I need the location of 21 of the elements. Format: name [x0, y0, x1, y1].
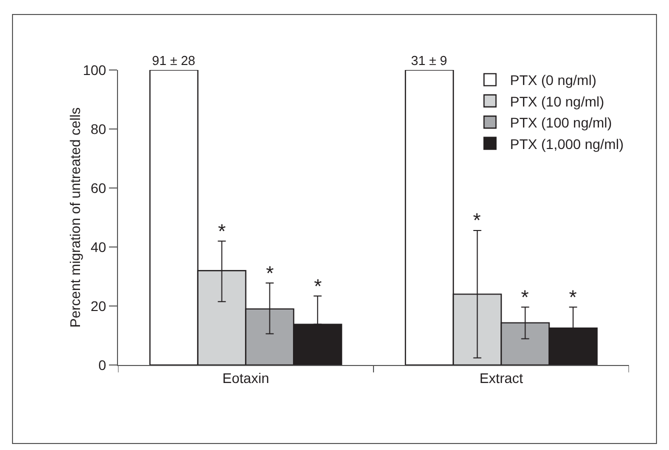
text: 91 ± 28 [152, 53, 196, 68]
data-label: * [314, 276, 322, 298]
data-label: * [473, 210, 481, 232]
data-label: * [218, 221, 226, 243]
y-tick-label: 0 [98, 356, 106, 373]
legend-label: PTX (100 ng/ml) [510, 114, 612, 131]
data-label: * [266, 263, 274, 285]
data-label: * [521, 287, 529, 309]
data-label: * [569, 287, 577, 309]
y-tick-label: 40 [90, 238, 106, 255]
y-tick-label: 80 [90, 120, 106, 137]
y-axis-title: Percent migration of untreated cells [67, 107, 83, 328]
legend-label: PTX (0 ng/ml) [510, 72, 596, 88]
x-tick-label: Extract [479, 370, 524, 386]
text: 31 ± 9 [411, 53, 448, 68]
y-tick-label: 100 [82, 62, 106, 78]
y-tick-label: 60 [90, 180, 106, 196]
y-tick-label: 20 [90, 298, 106, 314]
legend-label: PTX (1,000 ng/ml) [510, 136, 624, 152]
legend-label: PTX (10 ng/ml) [510, 93, 604, 110]
x-tick-label: Eotaxin [222, 370, 270, 386]
